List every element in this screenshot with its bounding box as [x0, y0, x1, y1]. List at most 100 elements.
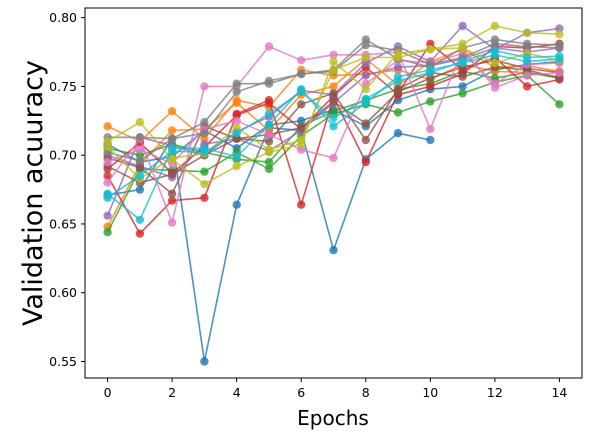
series-19-point [167, 146, 177, 156]
series-3-point [167, 126, 177, 135]
series-13-point [329, 153, 338, 163]
plot-frame [84, 7, 583, 379]
series-13-point [103, 157, 112, 167]
series-11-point [297, 123, 306, 132]
series-13-point [264, 130, 274, 139]
series-15-point [555, 43, 564, 53]
series-19-point [426, 68, 435, 77]
series-8-point [103, 211, 112, 220]
series-11-point [361, 119, 370, 128]
series-13-point [232, 116, 241, 126]
series-0-point [200, 357, 209, 366]
series-14-point [232, 79, 241, 88]
series-10-point [297, 100, 306, 109]
x-axis-title: Epochs [297, 406, 369, 430]
series-19-point [103, 193, 112, 202]
series-10-point [329, 89, 338, 98]
series-3-point [329, 82, 338, 91]
series-16-point [200, 179, 209, 189]
y-tick-label: 0.75 [49, 79, 77, 94]
series-11-point [135, 163, 145, 172]
series-16-point [232, 162, 241, 171]
series-18-point [232, 152, 241, 161]
series-16-point [361, 85, 370, 94]
series-15-point [522, 42, 532, 51]
series-12-point [555, 68, 564, 77]
series-19-point [522, 53, 532, 62]
series-8-point [458, 21, 467, 31]
x-tick-label: 12 [487, 385, 503, 400]
series-6-point [522, 82, 532, 91]
series-19-point [232, 129, 241, 138]
series-15-point [232, 87, 241, 97]
series-9-point [393, 62, 403, 72]
series-13-point [135, 145, 145, 154]
series-9-point [361, 71, 370, 80]
series-18-point [329, 122, 338, 131]
series-4-point [103, 228, 112, 237]
series-12-point [329, 50, 338, 59]
series-12-point [426, 124, 435, 134]
series-17-point [490, 58, 500, 68]
series-10-point [167, 170, 177, 179]
series-6-point [361, 157, 370, 167]
x-tick-label: 0 [104, 385, 112, 400]
series-0-point [232, 200, 241, 209]
series-4-point [200, 167, 209, 176]
series-19-point [393, 76, 403, 86]
series-19-point [361, 94, 370, 104]
series-14-point [135, 133, 145, 142]
series-layer [103, 21, 564, 366]
y-tick-label: 0.70 [49, 148, 77, 163]
series-4-point [458, 89, 467, 98]
series-12-point [167, 218, 177, 227]
series-6-point [200, 193, 209, 202]
series-17-point [393, 53, 403, 62]
x-tick-label: 10 [422, 385, 438, 400]
series-5-point [264, 157, 274, 167]
series-17-point [426, 45, 435, 54]
series-2-point [167, 107, 177, 116]
series-7-point [264, 98, 274, 108]
series-10-point [458, 72, 467, 82]
series-12-point [297, 56, 306, 65]
series-10-point [264, 137, 274, 146]
series-19-point [555, 51, 564, 61]
series-15-point [297, 69, 306, 79]
series-16-point [329, 57, 338, 66]
y-tick-label: 0.65 [49, 216, 77, 231]
x-tick-label: 4 [233, 385, 241, 400]
series-15-point [361, 40, 370, 50]
series-17-point [103, 142, 112, 152]
series-17-point [458, 43, 467, 53]
series-11-point [167, 189, 177, 198]
series-19-point [490, 46, 500, 55]
series-12-point [103, 178, 112, 187]
y-tick-label: 0.80 [49, 10, 77, 25]
x-tick-label: 14 [551, 385, 567, 400]
series-11-point [329, 97, 338, 106]
x-tick-label: 6 [297, 385, 305, 400]
series-15-point [200, 129, 209, 138]
series-6-point [103, 171, 112, 180]
series-6-point [297, 200, 306, 209]
series-2-point [103, 122, 112, 131]
series-17-point [329, 65, 338, 75]
series-19 [103, 46, 564, 202]
series-15-point [490, 39, 500, 48]
x-tick-label: 2 [168, 385, 176, 400]
y-tick-label: 0.55 [49, 354, 77, 369]
series-16-point [522, 28, 532, 37]
series-19-point [200, 148, 209, 157]
series-6-point [135, 229, 145, 238]
series-4-point [426, 97, 435, 106]
series-14-point [200, 118, 209, 127]
series-5-point [329, 107, 338, 116]
axes-layer: 0 2 4 6 8 10 12 14 0.55 0.60 0.65 0.70 0.75 0.80 [49, 10, 567, 400]
series-15-point [167, 134, 177, 143]
x-tick-label: 8 [362, 385, 370, 400]
series-19-point [135, 171, 145, 180]
series-17-point [361, 53, 370, 62]
series-16-point [135, 118, 145, 127]
